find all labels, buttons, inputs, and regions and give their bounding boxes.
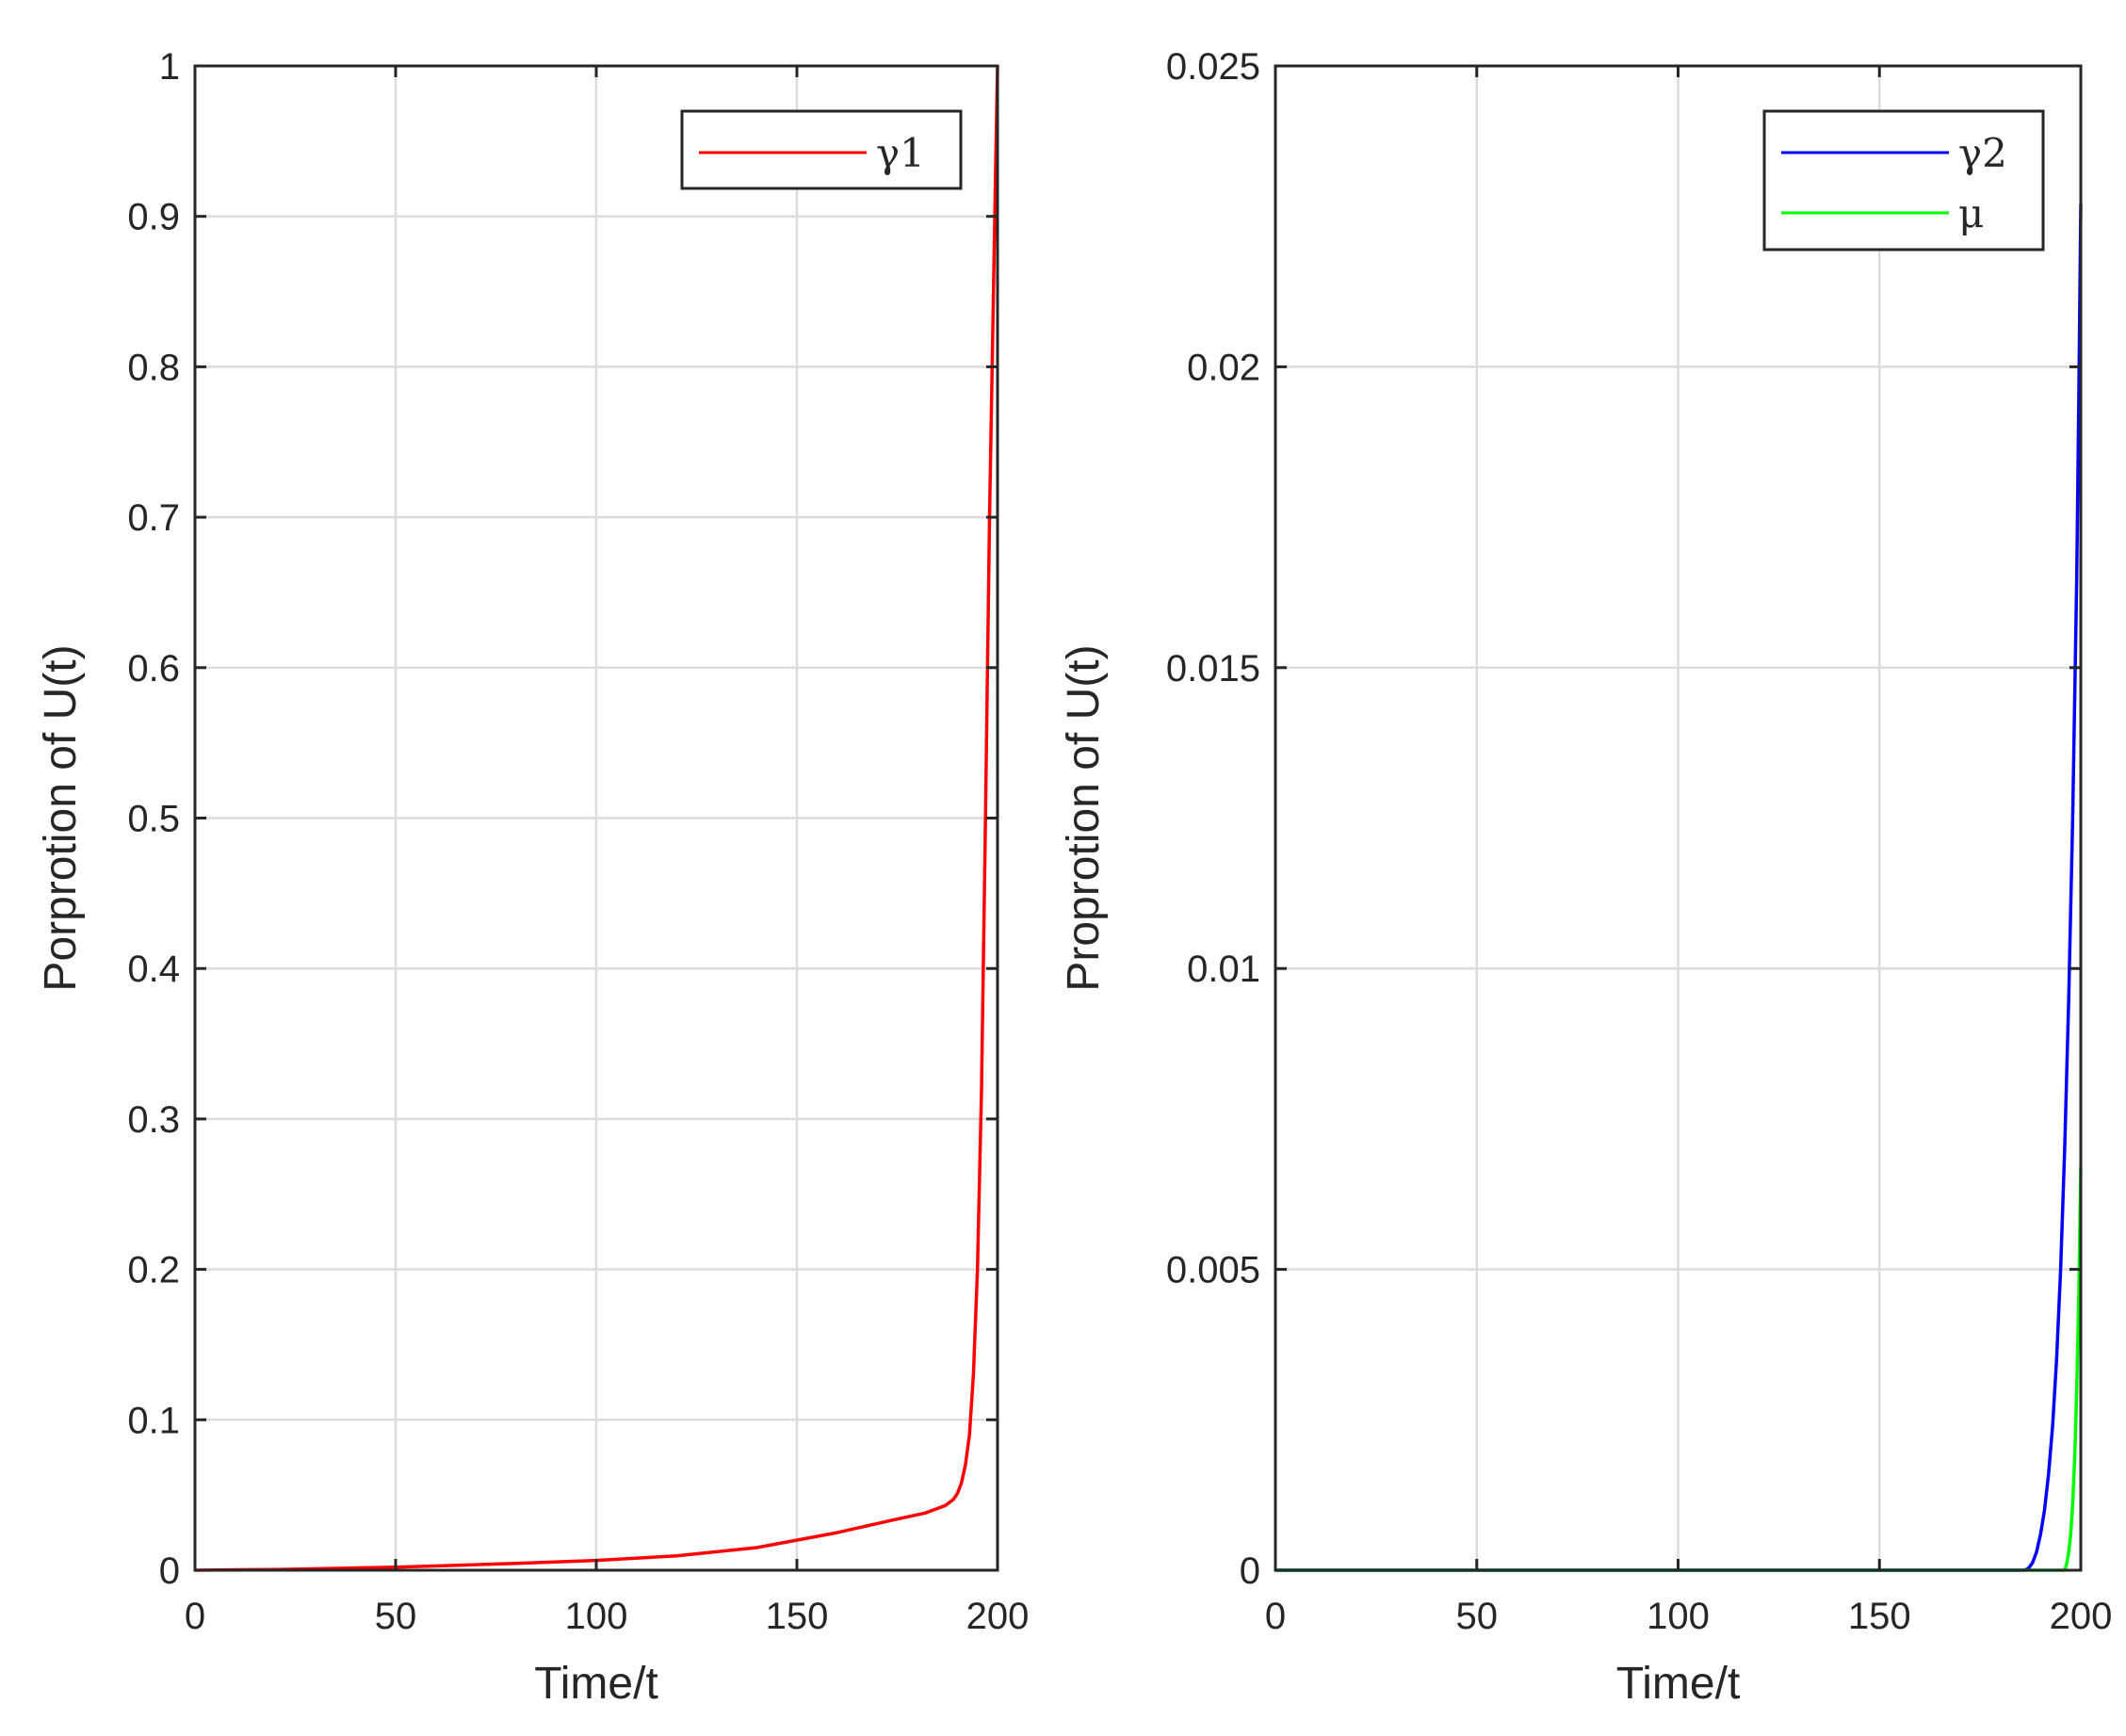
left-x-tick-label-3: 150 (766, 1596, 829, 1637)
right-plot: 0 50 100 150 200 0 0.005 0.01 0.015 0.02 0.025 Tim… (1059, 46, 2112, 1709)
right-y-tick-label-4: 0.02 (1187, 347, 1260, 388)
legend-label-mu: μ (1958, 190, 1984, 236)
right-x-tick-label-3: 150 (1848, 1596, 1911, 1637)
left-ticks: 0 50 100 150 200 0 0.1 0.2 0.3 0.4 0.5 0.6 0.7 0.8 0.9… (127, 46, 1029, 1637)
left-y-tick-label-7: 0.7 (127, 497, 180, 539)
legend-label-gamma1: γ1 (876, 130, 925, 176)
left-y-tick-label-9: 0.9 (127, 197, 180, 238)
left-x-tick-label-0: 0 (185, 1596, 205, 1637)
left-x-tick-label-2: 100 (565, 1596, 628, 1637)
right-y-tick-label-2: 0.01 (1187, 949, 1260, 990)
right-y-tick-label-1: 0.005 (1166, 1250, 1260, 1291)
left-legend: γ1 (680, 109, 963, 190)
right-y-axis-label: Proprotion of U(t) (1059, 644, 1109, 991)
left-grid (195, 66, 998, 1570)
right-x-tick-label-1: 50 (1456, 1596, 1499, 1637)
left-x-tick-label-4: 200 (966, 1596, 1030, 1637)
right-legend: γ2 μ (1762, 109, 2045, 251)
left-x-axis-label: Time/t (534, 1659, 658, 1709)
left-series-line-0 (194, 65, 999, 1572)
right-y-tick-label-0: 0 (1240, 1550, 1260, 1592)
right-x-tick-label-4: 200 (2050, 1596, 2113, 1637)
left-y-tick-label-3: 0.3 (127, 1099, 180, 1141)
right-grid (1275, 66, 2081, 1570)
left-y-tick-label-5: 0.5 (127, 799, 180, 840)
left-y-tick-label-6: 0.6 (127, 648, 180, 690)
right-legend-box (1762, 109, 2045, 251)
left-y-tick-label-0: 0 (159, 1550, 180, 1592)
left-y-tick-label-4: 0.4 (127, 949, 180, 990)
left-y-tick-label-8: 0.8 (127, 347, 180, 388)
left-series (194, 65, 999, 1572)
right-y-tick-label-3: 0.015 (1166, 648, 1260, 690)
left-y-axis-label: Porprotion of U(t) (36, 644, 86, 991)
left-x-tick-label-1: 50 (375, 1596, 417, 1637)
legend-label-gamma2: γ2 (1958, 130, 2007, 176)
left-y-tick-label-1: 0.1 (127, 1400, 180, 1441)
left-y-tick-label-10: 1 (159, 46, 180, 88)
left-plot: 0 50 100 150 200 0 0.1 0.2 0.3 0.4 0.5 0.6 0.7 0.8 0.9… (36, 46, 1029, 1709)
left-y-tick-label-2: 0.2 (127, 1250, 180, 1291)
right-ticks: 0 50 100 150 200 0 0.005 0.01 0.015 0.02 0.025 (1166, 46, 2112, 1637)
right-x-axis-label: Time/t (1616, 1659, 1741, 1709)
right-x-tick-label-0: 0 (1265, 1596, 1286, 1637)
right-x-tick-label-2: 100 (1647, 1596, 1710, 1637)
right-y-tick-label-5: 0.025 (1166, 46, 1260, 88)
left-legend-box (680, 109, 963, 190)
